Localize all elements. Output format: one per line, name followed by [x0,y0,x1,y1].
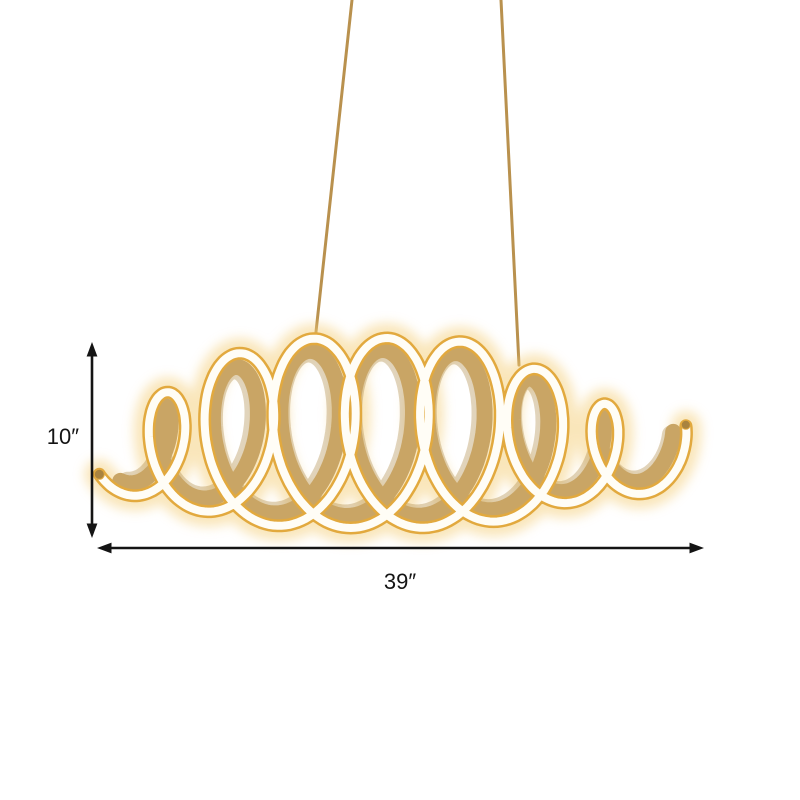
suspension-cable-left [313,0,354,343]
suspension-cable-right [499,0,521,367]
spiral-end-tip-left [93,468,105,480]
height-dimension: 10″ [47,342,98,538]
height-dimension-label: 10″ [47,424,79,449]
height-arrowhead-up-icon [86,342,98,357]
spiral-end-tip-right [680,419,691,430]
width-dimension: 39″ [97,542,704,594]
width-dimension-label: 39″ [384,569,416,594]
height-arrowhead-down-icon [86,523,98,538]
width-arrowhead-left-icon [97,542,112,554]
width-arrowhead-right-icon [689,542,704,554]
spiral-led-lit-face [95,333,691,533]
